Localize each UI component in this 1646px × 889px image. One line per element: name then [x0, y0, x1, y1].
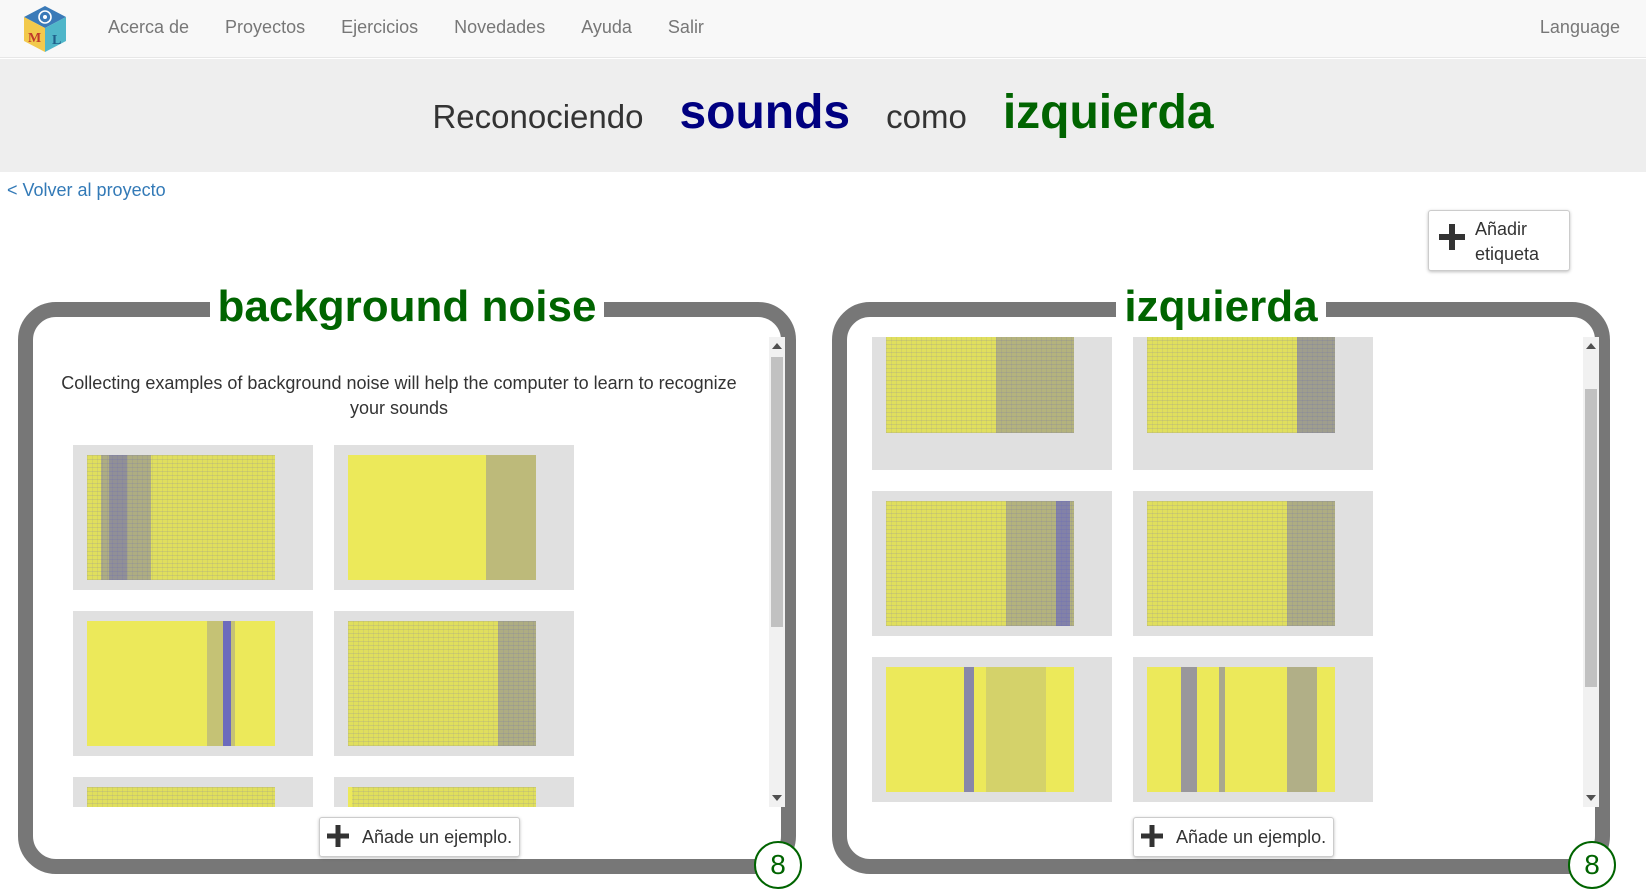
scroll-down-arrow-icon[interactable] [772, 795, 782, 801]
bucket-izquierda: izquierda Añade un ejemplo. 8 [832, 279, 1616, 889]
spectrogram-image [87, 455, 275, 580]
sound-example-thumbnail[interactable] [872, 337, 1112, 470]
sound-example-thumbnail[interactable] [73, 777, 313, 807]
spectrogram-image [886, 501, 1074, 626]
nav-link-help[interactable]: Ayuda [581, 17, 632, 37]
scroll-up-arrow-icon[interactable] [772, 343, 782, 349]
scroll-down-arrow-icon[interactable] [1586, 795, 1596, 801]
title-middle: como [886, 98, 967, 135]
spectrogram-image [348, 621, 536, 746]
add-label-button[interactable]: Añadir etiqueta [1428, 210, 1570, 271]
nav-link-logout[interactable]: Salir [667, 17, 704, 37]
sound-example-thumbnail[interactable] [872, 657, 1112, 802]
ml4k-logo-icon[interactable]: M L [22, 4, 68, 54]
spectrogram-image [348, 787, 536, 807]
nav-link-about[interactable]: Acerca de [108, 17, 190, 37]
title-project-name: sounds [679, 86, 851, 139]
sound-example-thumbnail[interactable] [1133, 491, 1373, 636]
sound-example-thumbnail[interactable] [73, 611, 313, 756]
spectrogram-image [886, 667, 1074, 792]
nav-link-exercises[interactable]: Ejercicios [341, 17, 419, 37]
spectrogram-image [87, 621, 275, 746]
page-title: Reconociendo sounds como izquierda [432, 85, 1213, 140]
add-example-label: Añade un ejemplo. [362, 827, 513, 847]
example-count-badge: 8 [754, 841, 802, 889]
sound-example-thumbnail[interactable] [1133, 657, 1373, 802]
plus-icon [1141, 825, 1163, 847]
spectrogram-image [348, 455, 536, 580]
bucket-intro-text: Collecting examples of background noise … [61, 373, 737, 418]
example-count-badge: 8 [1568, 841, 1616, 889]
sound-example-thumbnail[interactable] [334, 445, 574, 590]
add-example-button[interactable]: Añade un ejemplo. [319, 817, 520, 857]
add-label-text: Añadir etiqueta [1475, 219, 1540, 264]
add-example-button[interactable]: Añade un ejemplo. [1133, 817, 1334, 857]
spectrogram-image [1147, 667, 1335, 792]
nav-link-news[interactable]: Novedades [454, 17, 546, 37]
examples-scrollbar[interactable] [769, 337, 785, 807]
title-prefix: Reconociendo [432, 98, 644, 135]
spectrogram-image [886, 337, 1074, 433]
svg-text:L: L [52, 33, 61, 48]
sound-example-thumbnail[interactable] [73, 445, 313, 590]
language-menu[interactable]: Language [1539, 17, 1620, 37]
sound-example-thumbnail[interactable] [334, 611, 574, 756]
examples-grid [872, 337, 1373, 802]
spectrogram-image [1147, 501, 1335, 626]
title-label-name: izquierda [1002, 86, 1214, 139]
scrollbar-thumb[interactable] [771, 357, 783, 627]
scroll-up-arrow-icon[interactable] [1586, 343, 1596, 349]
bucket-background-noise: background noise Collecting examples of … [18, 279, 802, 889]
examples-grid [73, 445, 574, 807]
nav-links: Acerca de Proyectos Ejercicios Novedades… [90, 0, 722, 55]
bucket-title: background noise [33, 279, 781, 335]
page-header: Reconociendo sounds como izquierda [0, 59, 1646, 172]
sound-example-thumbnail[interactable] [334, 777, 574, 807]
spectrogram-image [87, 787, 275, 807]
examples-scrollbar[interactable] [1583, 337, 1599, 807]
back-to-project-link[interactable]: < Volver al proyecto [7, 180, 166, 200]
add-example-label: Añade un ejemplo. [1176, 827, 1327, 847]
examples-scroll-area[interactable]: Collecting examples of background noise … [33, 337, 781, 807]
plus-icon [327, 825, 349, 847]
spectrogram-image [1147, 337, 1335, 433]
sound-example-thumbnail[interactable] [1133, 337, 1373, 470]
sound-example-thumbnail[interactable] [872, 491, 1112, 636]
svg-text:M: M [28, 31, 41, 46]
bucket-title: izquierda [847, 279, 1595, 335]
examples-scroll-area[interactable] [847, 337, 1595, 807]
nav-link-projects[interactable]: Proyectos [225, 17, 306, 37]
scrollbar-thumb[interactable] [1585, 389, 1597, 687]
plus-icon [1439, 224, 1465, 250]
top-navbar: M L Acerca de Proyectos Ejercicios Noved… [0, 0, 1646, 58]
